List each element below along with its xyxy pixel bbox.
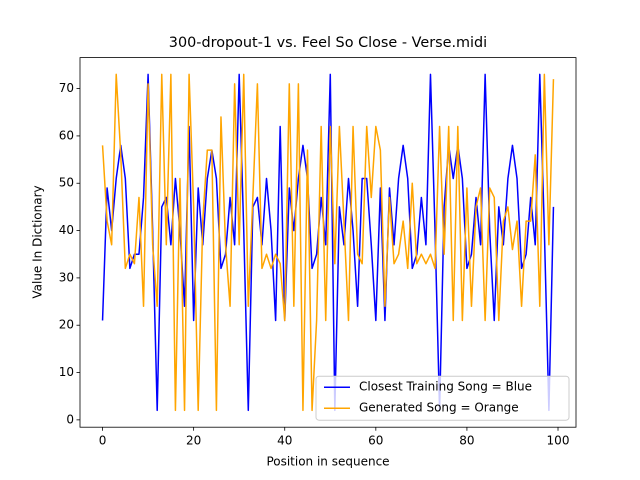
x-tick-label: 20	[186, 434, 201, 448]
legend-label: Closest Training Song = Blue	[359, 380, 532, 394]
y-tick-label: 50	[59, 176, 74, 190]
y-tick-label: 0	[66, 412, 74, 426]
y-axis-label: Value In Dictionary	[31, 185, 45, 298]
x-axis-label: Position in sequence	[266, 455, 389, 469]
legend-box	[315, 375, 570, 421]
series-line	[101, 73, 555, 412]
x-tick-label: 60	[368, 434, 383, 448]
y-tick-label: 20	[59, 318, 74, 332]
y-tick-label: 60	[59, 128, 74, 142]
chart-title: 300-dropout-1 vs. Feel So Close - Verse.…	[169, 35, 487, 51]
x-tick-label: 100	[547, 434, 570, 448]
axes-frame	[79, 57, 577, 428]
x-tick-label: 40	[277, 434, 292, 448]
y-tick-label: 10	[59, 365, 74, 379]
x-tick-label: 0	[99, 434, 107, 448]
x-tick-label: 80	[459, 434, 474, 448]
series-line	[101, 73, 555, 412]
y-tick-label: 40	[59, 223, 74, 237]
legend-label: Generated Song = Orange	[359, 401, 519, 415]
y-tick-label: 70	[59, 81, 74, 95]
y-tick-label: 30	[59, 270, 74, 284]
